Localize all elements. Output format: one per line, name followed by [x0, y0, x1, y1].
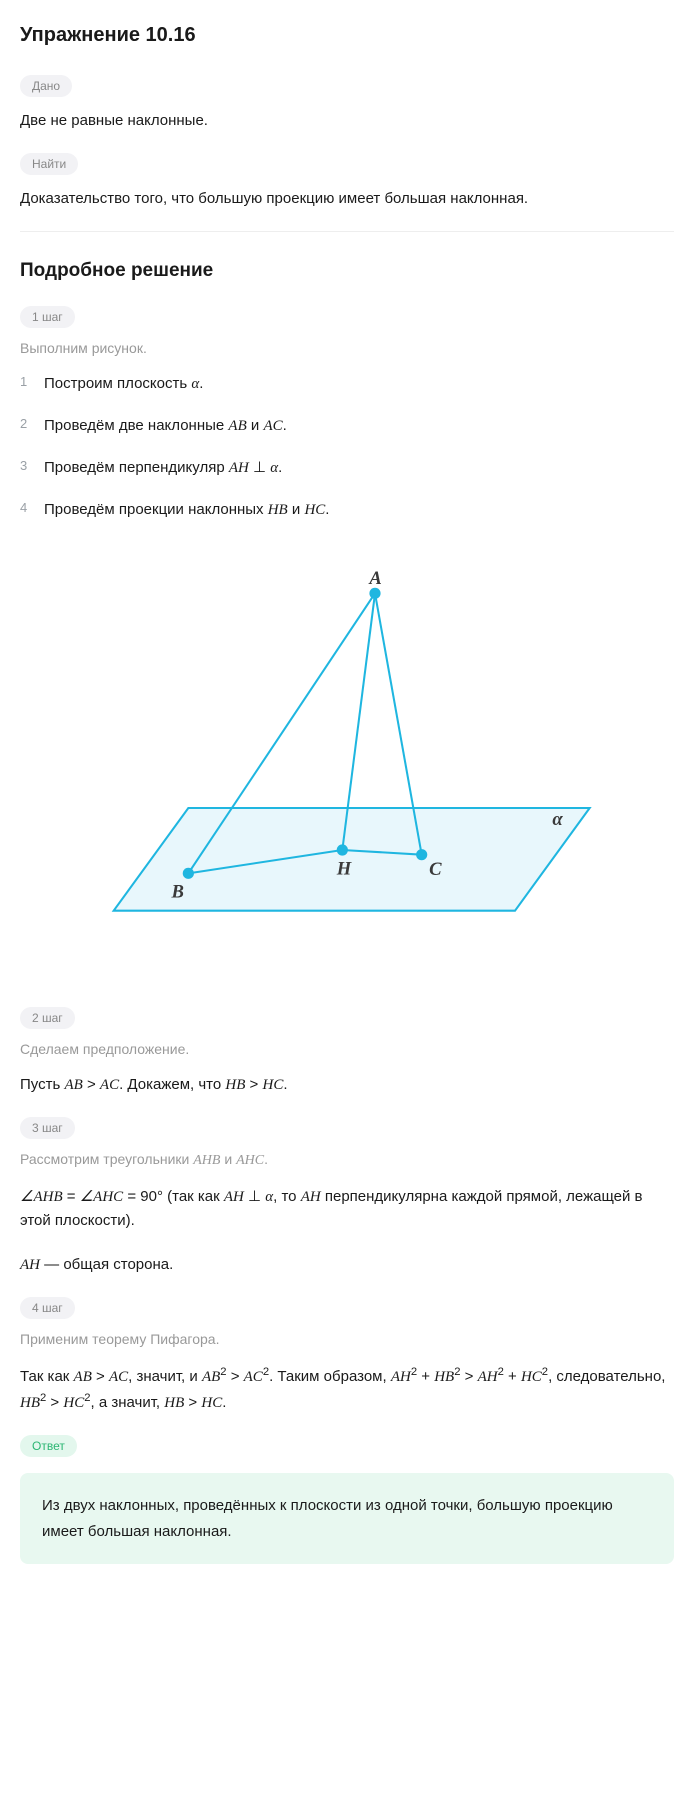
find-text: Доказательство того, что большую проекци…: [20, 187, 674, 211]
svg-text:A: A: [368, 568, 381, 589]
solution-heading: Подробное решение: [20, 260, 674, 282]
step3-note: Рассмотрим треугольники AHB и AHC.: [20, 1151, 674, 1169]
step2-badge: 2 шаг: [20, 1007, 75, 1029]
step1-list: Построим плоскость α. Проведём две накло…: [20, 372, 674, 522]
geometry-diagram: A B H Cα: [40, 562, 654, 947]
svg-text:B: B: [171, 882, 184, 903]
given-badge: Дано: [20, 75, 72, 97]
find-badge: Найти: [20, 153, 78, 175]
step1-item: Построим плоскость α.: [20, 372, 674, 396]
step4-note: Применим теорему Пифагора.: [20, 1331, 674, 1347]
step3-line2: AH — общая сторона.: [20, 1253, 674, 1277]
step1-badge: 1 шаг: [20, 306, 75, 328]
step3-line1: ∠AHB = ∠AHC = 90° (так как AH ⊥ α, то AH…: [20, 1185, 674, 1233]
step2-note: Сделаем предположение.: [20, 1041, 674, 1057]
answer-badge: Ответ: [20, 1435, 77, 1457]
step4-badge: 4 шаг: [20, 1297, 75, 1319]
step1-item: Проведём проекции наклонных HB и HC.: [20, 498, 674, 522]
step1-note: Выполним рисунок.: [20, 340, 674, 356]
step1-item: Проведём перпендикуляр AH ⊥ α.: [20, 456, 674, 480]
step4-text: Так как AB > AC, значит, и AB2 > AC2. Та…: [20, 1363, 674, 1415]
svg-text:H: H: [336, 858, 352, 879]
svg-text:C: C: [429, 859, 442, 880]
divider: [20, 231, 674, 232]
page-title: Упражнение 10.16: [20, 24, 674, 47]
step2-text: Пусть AB > AC. Докажем, что HB > HC.: [20, 1073, 674, 1097]
svg-text:α: α: [552, 809, 563, 830]
given-text: Две не равные наклонные.: [20, 109, 674, 133]
step1-item: Проведём две наклонные AB и AC.: [20, 414, 674, 438]
answer-box: Из двух наклонных, проведённых к плоскос…: [20, 1473, 674, 1564]
step3-badge: 3 шаг: [20, 1117, 75, 1139]
